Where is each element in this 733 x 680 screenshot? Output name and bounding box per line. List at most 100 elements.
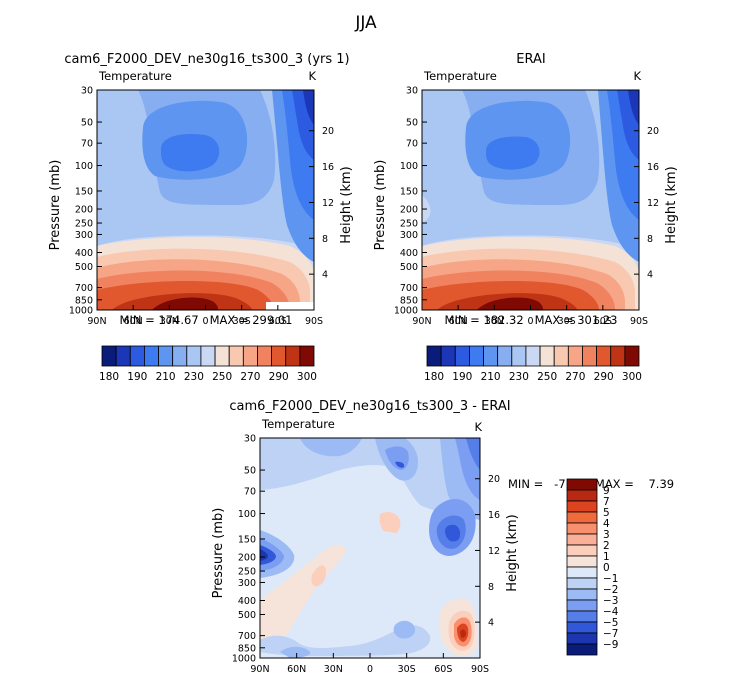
colorbar-label: 5	[603, 507, 610, 519]
stats-label: MIN = 174.67 MAX = 299.01	[120, 313, 293, 327]
colorbar-label: 230	[509, 371, 529, 383]
colorbar-swatch	[566, 643, 598, 656]
colorbar-swatch	[539, 345, 555, 367]
latitude-tick-label: 90N	[412, 316, 431, 327]
pressure-tick-label: 50	[244, 466, 256, 477]
height-tick-label: 16	[488, 510, 500, 521]
latitude-tick-label: 60N	[287, 664, 306, 675]
pressure-tick-label: 850	[400, 295, 418, 306]
y2-axis-label: Height (km)	[664, 166, 679, 243]
units-label: K	[474, 420, 482, 434]
panel-title: cam6_F2000_DEV_ne30g16_ts300_3 - ERAI	[229, 399, 510, 414]
latitude-tick-label: 90N	[87, 316, 106, 327]
colorbar-swatch	[566, 533, 598, 546]
colorbar-swatch	[553, 345, 569, 367]
height-tick-label: 8	[322, 234, 328, 245]
colorbar-swatch	[610, 345, 626, 367]
height-tick-label: 8	[488, 582, 494, 593]
height-tick-label: 12	[488, 546, 500, 557]
pressure-tick-label: 1000	[69, 306, 93, 317]
colorbar-swatch	[566, 478, 598, 491]
axes: 305070100150200250300400500700850100090N…	[48, 86, 354, 328]
latitude-tick-label: 90S	[471, 664, 489, 675]
pressure-tick-label: 300	[75, 230, 93, 241]
latitude-tick-label: 30S	[558, 316, 576, 327]
colorbar-swatch	[566, 621, 598, 634]
pressure-tick-label: 100	[75, 161, 93, 172]
colorbar-swatch	[172, 345, 188, 367]
colorbar-label: 180	[424, 371, 444, 383]
colorbar-swatch	[228, 345, 244, 367]
latitude-tick-label: 0	[367, 664, 373, 675]
pressure-tick-label: 100	[238, 509, 256, 520]
pressure-tick-label: 400	[400, 248, 418, 259]
colorbar-swatch	[511, 345, 527, 367]
colorbar-label: 190	[127, 371, 147, 383]
height-tick-label: 16	[647, 162, 659, 173]
pressure-tick-label: 850	[238, 643, 256, 654]
colorbar-label: 2	[603, 540, 610, 552]
season-title: JJA	[354, 13, 377, 33]
pressure-tick-label: 400	[238, 596, 256, 607]
y-axis-label: Pressure (mb)	[373, 160, 388, 251]
colorbar-label: 4	[603, 518, 610, 530]
colorbar-swatch	[186, 345, 202, 367]
colorbar-swatch	[200, 345, 216, 367]
colorbar-label: 250	[537, 371, 557, 383]
latitude-tick-label: 30N	[160, 316, 179, 327]
panel-diff: cam6_F2000_DEV_ne30g16_ts300_3 - ERAI Te…	[211, 399, 674, 675]
colorbar-label: 300	[297, 371, 317, 383]
colorbar-swatch	[483, 345, 499, 367]
colorbar-swatch	[566, 500, 598, 513]
latitude-tick-label: 60N	[449, 316, 468, 327]
pressure-tick-label: 70	[406, 139, 418, 150]
panel-model: cam6_F2000_DEV_ne30g16_ts300_3 (yrs 1) T…	[48, 52, 354, 383]
pressure-tick-label: 1000	[394, 306, 418, 317]
pressure-tick-label: 200	[75, 205, 93, 216]
colorbar-label: −4	[603, 606, 619, 618]
colorbar-swatch	[299, 345, 315, 367]
colorbar-swatch	[271, 345, 287, 367]
colorbar-swatch	[566, 588, 598, 601]
panel-title: cam6_F2000_DEV_ne30g16_ts300_3 (yrs 1)	[64, 52, 349, 67]
colorbar-label: −5	[603, 617, 618, 629]
pressure-tick-label: 300	[238, 578, 256, 589]
colorbar-label: 290	[269, 371, 289, 383]
latitude-tick-label: 90S	[305, 316, 323, 327]
latitude-tick-label: 30S	[233, 316, 251, 327]
pressure-tick-label: 1000	[232, 654, 256, 665]
colorbar-swatch	[566, 555, 598, 568]
colorbar-swatch	[101, 345, 117, 367]
colorbar-swatch	[566, 522, 598, 535]
colorbar-label: 290	[594, 371, 614, 383]
colorbar-swatch	[624, 345, 640, 367]
pressure-tick-label: 50	[406, 118, 418, 129]
colorbar-label: 9	[603, 485, 610, 497]
y-axis-label: Pressure (mb)	[211, 508, 226, 599]
height-tick-label: 12	[322, 198, 334, 209]
latitude-tick-label: 60S	[269, 316, 287, 327]
colorbar-label: 270	[565, 371, 585, 383]
latitude-tick-label: 30S	[398, 664, 416, 675]
colorbar-swatch	[129, 345, 145, 367]
contour-field	[260, 438, 480, 658]
contour-field	[97, 90, 314, 310]
colorbar-label: 3	[603, 529, 610, 541]
height-tick-label: 20	[488, 474, 500, 485]
pressure-tick-label: 400	[75, 248, 93, 259]
colorbar-swatch	[468, 345, 484, 367]
colorbar-swatch	[566, 632, 598, 645]
colorbar-swatch	[285, 345, 301, 367]
pressure-tick-label: 500	[238, 610, 256, 621]
pressure-tick-label: 700	[400, 283, 418, 294]
pressure-tick-label: 250	[75, 219, 93, 230]
colorbar-swatch	[454, 345, 470, 367]
colorbar-label: −1	[603, 573, 618, 585]
colorbar-swatch	[525, 345, 541, 367]
colorbar: 180 190 210 230 250 270 290 300	[424, 345, 642, 383]
height-tick-label: 4	[647, 270, 653, 281]
colorbar-label: 300	[622, 371, 642, 383]
axes: 305070100150200250300400500700850100090N…	[373, 86, 679, 328]
